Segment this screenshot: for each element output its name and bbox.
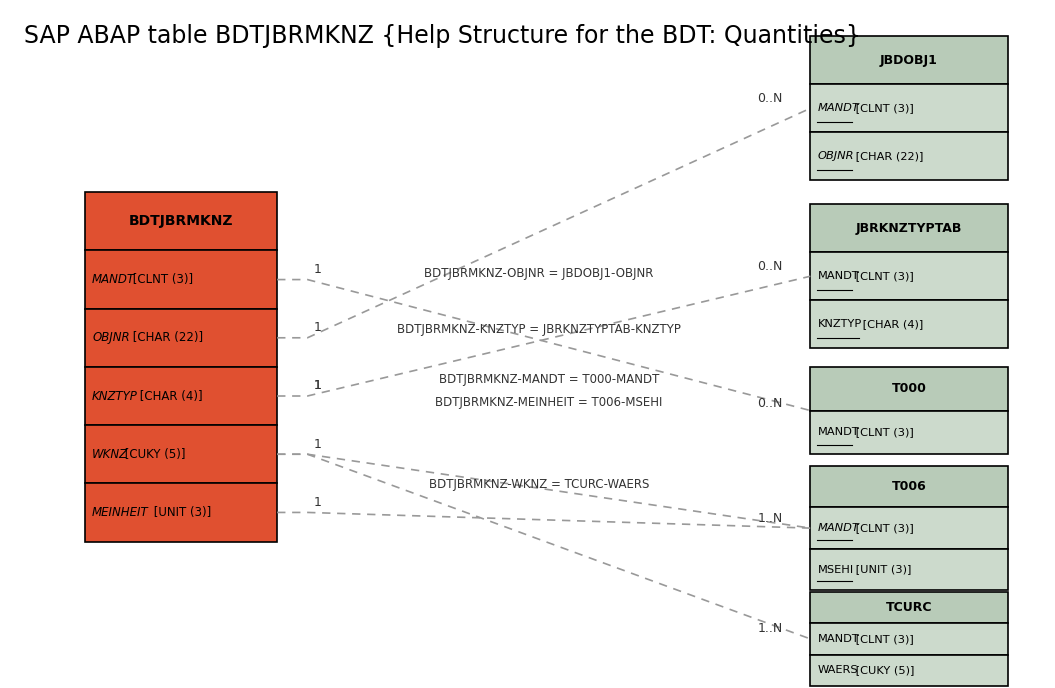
Text: BDTJBRMKNZ-MEINHEIT = T006-MSEHI: BDTJBRMKNZ-MEINHEIT = T006-MSEHI bbox=[435, 396, 663, 409]
FancyBboxPatch shape bbox=[85, 250, 277, 309]
FancyBboxPatch shape bbox=[810, 654, 1008, 686]
Text: [CLNT (3)]: [CLNT (3)] bbox=[851, 271, 914, 281]
Text: [CLNT (3)]: [CLNT (3)] bbox=[129, 273, 193, 286]
FancyBboxPatch shape bbox=[810, 367, 1008, 411]
Text: MANDT: MANDT bbox=[818, 427, 859, 438]
Text: BDTJBRMKNZ: BDTJBRMKNZ bbox=[129, 215, 233, 228]
Text: KNZTYP: KNZTYP bbox=[92, 389, 138, 402]
FancyBboxPatch shape bbox=[810, 132, 1008, 180]
FancyBboxPatch shape bbox=[810, 411, 1008, 454]
Text: T006: T006 bbox=[891, 480, 926, 493]
Text: [CLNT (3)]: [CLNT (3)] bbox=[851, 634, 914, 644]
Text: OBJNR: OBJNR bbox=[92, 332, 130, 344]
Text: 1: 1 bbox=[313, 379, 322, 392]
Text: 1: 1 bbox=[313, 379, 322, 392]
Text: JBRKNZTYPTAB: JBRKNZTYPTAB bbox=[856, 222, 962, 235]
Text: [CLNT (3)]: [CLNT (3)] bbox=[851, 427, 914, 438]
Text: [CLNT (3)]: [CLNT (3)] bbox=[851, 523, 914, 533]
Text: [CHAR (22)]: [CHAR (22)] bbox=[851, 151, 923, 162]
FancyBboxPatch shape bbox=[810, 592, 1008, 623]
FancyBboxPatch shape bbox=[85, 309, 277, 367]
Text: [CLNT (3)]: [CLNT (3)] bbox=[851, 103, 914, 114]
Text: OBJNR: OBJNR bbox=[818, 151, 853, 162]
Text: KNZTYP: KNZTYP bbox=[818, 319, 862, 330]
Text: MANDT: MANDT bbox=[818, 103, 860, 114]
FancyBboxPatch shape bbox=[810, 36, 1008, 84]
FancyBboxPatch shape bbox=[810, 549, 1008, 590]
FancyBboxPatch shape bbox=[85, 425, 277, 484]
Text: 1: 1 bbox=[313, 321, 322, 334]
Text: BDTJBRMKNZ-WKNZ = TCURC-WAERS: BDTJBRMKNZ-WKNZ = TCURC-WAERS bbox=[428, 478, 649, 491]
Text: MANDT: MANDT bbox=[818, 271, 859, 281]
Text: 0..N: 0..N bbox=[757, 259, 783, 272]
Text: [CUKY (5)]: [CUKY (5)] bbox=[121, 448, 186, 461]
FancyBboxPatch shape bbox=[85, 192, 277, 250]
FancyBboxPatch shape bbox=[810, 252, 1008, 300]
Text: WAERS: WAERS bbox=[818, 665, 858, 676]
FancyBboxPatch shape bbox=[810, 623, 1008, 654]
Text: BDTJBRMKNZ-KNZTYP = JBRKNZTYPTAB-KNZTYP: BDTJBRMKNZ-KNZTYP = JBRKNZTYPTAB-KNZTYP bbox=[397, 323, 680, 336]
FancyBboxPatch shape bbox=[85, 367, 277, 425]
Text: 1..N: 1..N bbox=[757, 623, 783, 635]
Text: MANDT: MANDT bbox=[818, 634, 859, 644]
FancyBboxPatch shape bbox=[85, 484, 277, 541]
Text: BDTJBRMKNZ-OBJNR = JBDOBJ1-OBJNR: BDTJBRMKNZ-OBJNR = JBDOBJ1-OBJNR bbox=[424, 267, 653, 280]
Text: MANDT: MANDT bbox=[818, 523, 860, 533]
FancyBboxPatch shape bbox=[810, 507, 1008, 549]
FancyBboxPatch shape bbox=[810, 466, 1008, 507]
Text: 0..N: 0..N bbox=[757, 398, 783, 410]
Text: MEINHEIT: MEINHEIT bbox=[92, 506, 149, 519]
Text: 0..N: 0..N bbox=[757, 92, 783, 105]
FancyBboxPatch shape bbox=[810, 204, 1008, 252]
Text: [CHAR (4)]: [CHAR (4)] bbox=[859, 319, 923, 330]
Text: MANDT: MANDT bbox=[92, 273, 135, 286]
Text: 1..N: 1..N bbox=[757, 512, 783, 524]
Text: 1: 1 bbox=[313, 496, 322, 509]
Text: TCURC: TCURC bbox=[886, 601, 933, 614]
Text: BDTJBRMKNZ-MANDT = T000-MANDT: BDTJBRMKNZ-MANDT = T000-MANDT bbox=[439, 373, 659, 386]
FancyBboxPatch shape bbox=[810, 300, 1008, 348]
Text: 1: 1 bbox=[313, 263, 322, 276]
Text: [UNIT (3)]: [UNIT (3)] bbox=[851, 565, 912, 574]
Text: 1: 1 bbox=[313, 438, 322, 451]
Text: MSEHI: MSEHI bbox=[818, 565, 853, 574]
Text: WKNZ: WKNZ bbox=[92, 448, 129, 461]
Text: [UNIT (3)]: [UNIT (3)] bbox=[151, 506, 212, 519]
FancyBboxPatch shape bbox=[810, 84, 1008, 132]
Text: JBDOBJ1: JBDOBJ1 bbox=[880, 54, 938, 67]
Text: SAP ABAP table BDTJBRMKNZ {Help Structure for the BDT: Quantities}: SAP ABAP table BDTJBRMKNZ {Help Structur… bbox=[24, 24, 861, 48]
Text: [CUKY (5)]: [CUKY (5)] bbox=[851, 665, 915, 676]
Text: [CHAR (4)]: [CHAR (4)] bbox=[136, 389, 203, 402]
Text: [CHAR (22)]: [CHAR (22)] bbox=[129, 332, 203, 344]
Text: T000: T000 bbox=[891, 383, 926, 395]
